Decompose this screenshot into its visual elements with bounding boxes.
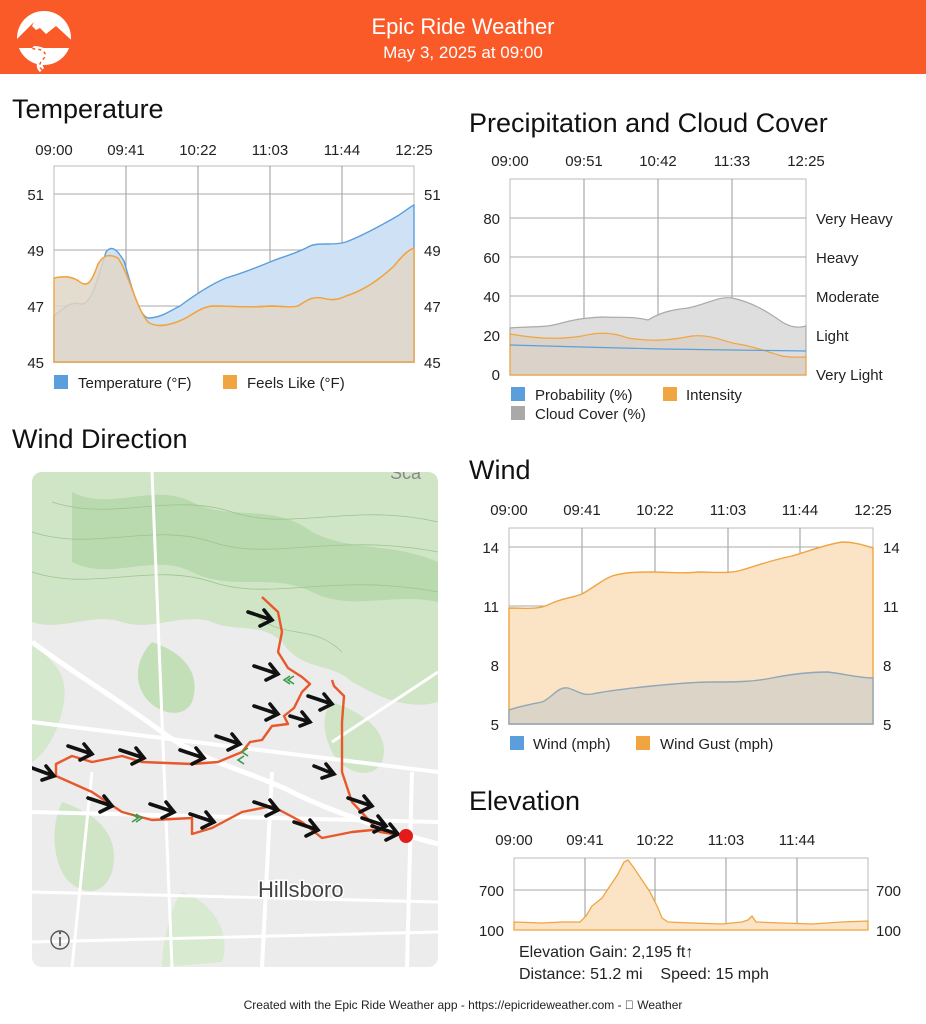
elevation-gain: Elevation Gain: 2,195 ft↑	[519, 944, 694, 961]
time-tick: 09:00	[490, 502, 528, 519]
y-tick: 100	[876, 923, 901, 940]
elevation-chart: 09:00 09:41 10:22 11:03 11:44 700 100 70…	[479, 832, 901, 940]
y-tick: 49	[27, 243, 44, 260]
precip-title: Precipitation and Cloud Cover	[469, 108, 828, 138]
elevation-title: Elevation	[469, 786, 581, 816]
intensity-label: Light	[816, 328, 849, 345]
time-tick: 12:25	[395, 142, 433, 159]
y-tick: 11	[883, 599, 899, 616]
y-tick: 700	[479, 883, 504, 900]
time-tick: 11:03	[252, 142, 288, 159]
y-tick: 51	[27, 187, 44, 204]
y-tick: 11	[483, 599, 499, 616]
y-tick: 45	[27, 355, 44, 372]
y-tick: 14	[883, 540, 900, 557]
legend-label: Feels Like (°F)	[247, 375, 345, 392]
time-tick: 10:22	[636, 832, 674, 849]
elevation-stats: Elevation Gain: 2,195 ft↑ Distance: 51.2…	[519, 942, 769, 986]
map-canvas[interactable]: Hillsboro Sca	[32, 472, 438, 967]
legend-swatch	[663, 387, 677, 401]
time-tick: 09:41	[563, 502, 601, 519]
intensity-label: Very Heavy	[816, 211, 893, 228]
wind-direction-title: Wind Direction	[12, 424, 188, 454]
y-tick: 8	[883, 658, 891, 675]
info-icon	[50, 930, 70, 950]
legend-swatch	[54, 375, 68, 389]
y-tick: 45	[424, 355, 441, 372]
route-end-marker-icon	[399, 829, 413, 843]
time-tick: 09:00	[495, 832, 533, 849]
time-tick: 11:03	[708, 832, 744, 849]
y-tick: 0	[492, 367, 500, 384]
footer-credit[interactable]: Created with the Epic Ride Weather app -…	[244, 998, 683, 1012]
legend-label: Intensity	[686, 387, 742, 404]
time-tick: 10:22	[636, 502, 674, 519]
y-tick: 8	[491, 658, 499, 675]
time-tick: 12:25	[854, 502, 892, 519]
time-tick: 11:44	[779, 832, 815, 849]
y-tick: 51	[424, 187, 441, 204]
wind-title: Wind	[469, 455, 531, 485]
legend-label: Wind Gust (mph)	[660, 736, 773, 753]
distance: Distance: 51.2 mi	[519, 966, 643, 983]
legend-label: Wind (mph)	[533, 736, 611, 753]
intensity-label: Moderate	[816, 289, 879, 306]
temperature-chart: 09:00 09:41 10:22 11:03 11:44 12:25 51 4…	[27, 142, 441, 392]
y-tick: 47	[27, 299, 44, 316]
y-tick: 49	[424, 243, 441, 260]
time-tick: 12:25	[787, 153, 825, 170]
y-tick: 5	[883, 717, 891, 734]
y-tick: 5	[491, 717, 499, 734]
time-tick: 11:44	[782, 502, 818, 519]
legend-swatch	[511, 387, 525, 401]
y-tick: 100	[479, 923, 504, 940]
legend-label: Temperature (°F)	[78, 375, 192, 392]
legend-label: Probability (%)	[535, 387, 633, 404]
y-tick: 14	[482, 540, 499, 557]
ride-date: May 3, 2025 at 09:00	[383, 43, 543, 62]
map-city-label: Hillsboro	[258, 877, 344, 902]
time-tick: 09:51	[565, 153, 603, 170]
legend-label: Cloud Cover (%)	[535, 406, 646, 423]
time-tick: 10:22	[179, 142, 217, 159]
legend-swatch	[636, 736, 650, 750]
time-tick: 09:41	[107, 142, 145, 159]
time-tick: 11:03	[710, 502, 746, 519]
wind-chart: 09:00 09:41 10:22 11:03 11:44 12:25 14 1…	[482, 502, 900, 753]
time-tick: 09:41	[566, 832, 604, 849]
temperature-title: Temperature	[12, 94, 164, 124]
legend-swatch	[223, 375, 237, 389]
intensity-label: Heavy	[816, 250, 859, 267]
y-tick: 60	[483, 250, 500, 267]
precip-chart: 09:00 09:51 10:42 11:33 12:25 80 60 40 2…	[483, 153, 893, 423]
y-tick: 20	[483, 328, 500, 345]
y-tick: 80	[483, 211, 500, 228]
map-corner-label: Sca	[390, 472, 422, 483]
time-tick: 09:00	[491, 153, 529, 170]
time-tick: 09:00	[35, 142, 73, 159]
y-tick: 47	[424, 299, 441, 316]
app-header: Epic Ride Weather May 3, 2025 at 09:00	[0, 0, 926, 74]
wind-direction-map[interactable]: Hillsboro Sca	[32, 472, 438, 967]
mountain-road-logo-icon	[8, 11, 80, 72]
legend-swatch	[511, 406, 525, 420]
time-tick: 11:44	[324, 142, 360, 159]
time-tick: 10:42	[639, 153, 677, 170]
intensity-label: Very Light	[816, 367, 884, 384]
time-tick: 11:33	[714, 153, 750, 170]
speed: Speed: 15 mph	[660, 966, 769, 983]
legend-swatch	[510, 736, 524, 750]
y-tick: 700	[876, 883, 901, 900]
distance-speed: Distance: 51.2 mi Speed: 15 mph	[519, 964, 769, 986]
app-title: Epic Ride Weather	[371, 14, 555, 39]
y-tick: 40	[483, 289, 500, 306]
wind-arrow-icon	[32, 608, 401, 842]
